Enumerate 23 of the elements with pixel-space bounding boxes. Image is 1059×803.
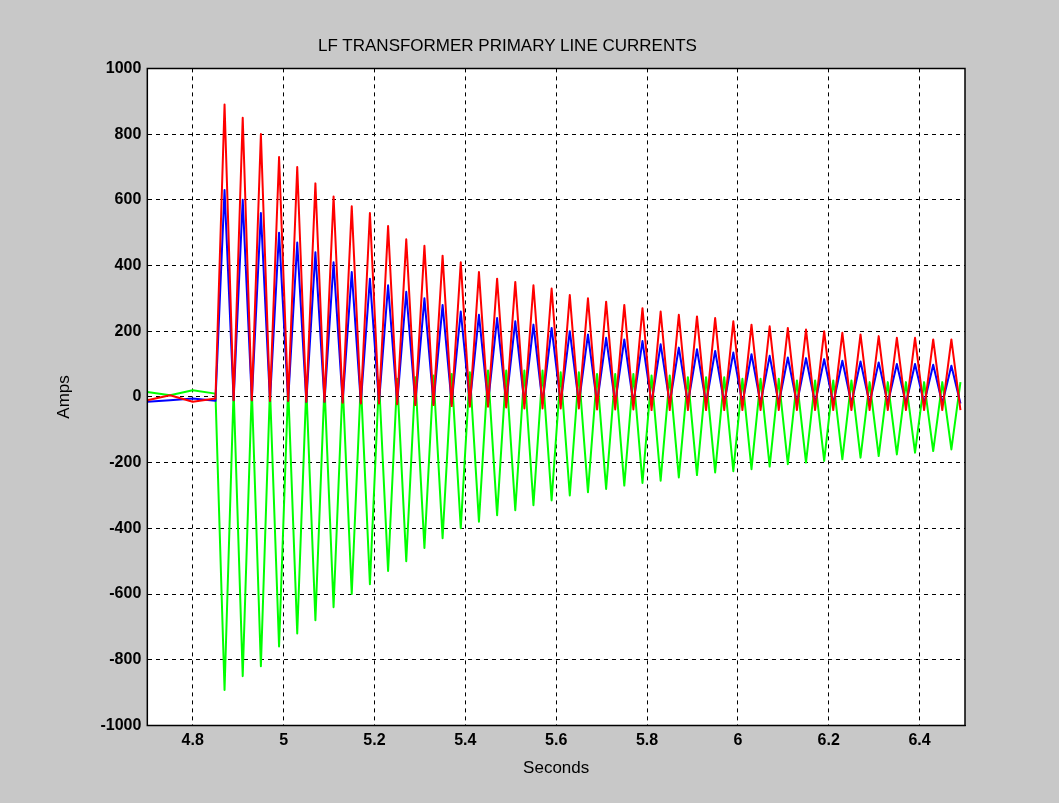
x-tick-label: 5.2	[363, 731, 386, 749]
x-tick-label: 5.6	[545, 731, 568, 749]
chart-title: LF TRANSFORMER PRIMARY LINE CURRENTS	[318, 35, 697, 55]
x-tick-label: 5.8	[635, 731, 659, 749]
x-tick-label: 6	[733, 731, 743, 749]
y-tick-label: 800	[114, 124, 142, 142]
x-tick-label: 6.2	[817, 731, 840, 749]
x-tick-label: 5.4	[454, 731, 477, 749]
y-tick-label: -600	[109, 584, 142, 602]
y-tick-label: 0	[132, 387, 142, 405]
y-axis-title: Amps	[53, 375, 73, 419]
x-tick-label: 4.8	[181, 731, 204, 749]
y-tick-label: 1000	[105, 58, 142, 76]
y-tick-label: 600	[114, 190, 142, 208]
x-tick-label: 6.4	[908, 731, 931, 749]
y-tick-label: 400	[114, 255, 142, 273]
y-tick-label: -1000	[100, 715, 142, 733]
x-axis-title: Seconds	[523, 758, 590, 778]
y-tick-label: 200	[114, 321, 142, 339]
x-tick-label: 5	[279, 731, 289, 749]
y-tick-label: -400	[109, 518, 142, 536]
y-tick-label: -200	[109, 453, 142, 471]
y-tick-label: -800	[109, 650, 142, 668]
